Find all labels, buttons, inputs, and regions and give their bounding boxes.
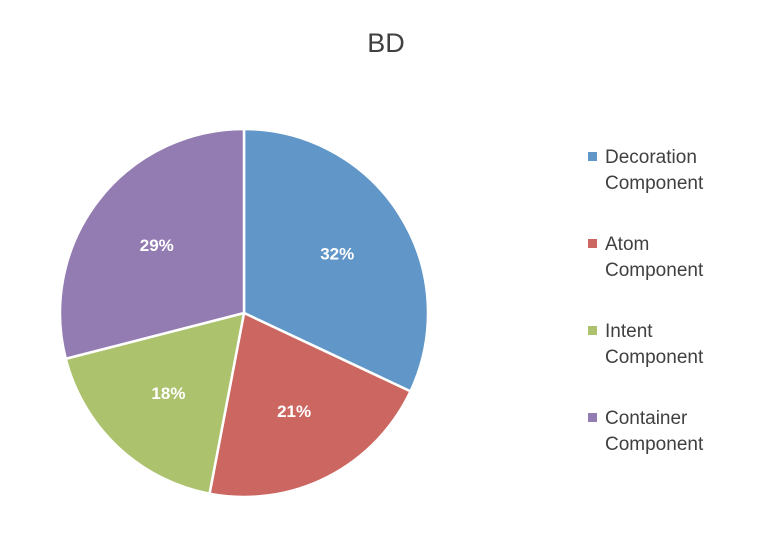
legend-label-decoration-component: Decoration Component (605, 145, 765, 197)
legend-label-atom-component: Atom Component (605, 232, 765, 284)
pie-slice-container-component (58, 127, 246, 361)
data-label-decoration-component: 32% (320, 244, 354, 263)
chart-legend: Decoration Component Atom Component Inte… (588, 145, 768, 493)
chart-title: BD (367, 28, 405, 58)
legend-label-line1: Container (605, 408, 688, 429)
data-label-intent-component: 18% (151, 384, 185, 403)
legend-label-line1: Atom (605, 234, 650, 255)
legend-swatch-intent-component (588, 326, 597, 335)
legend-label-intent-component: Intent Component (605, 319, 765, 371)
legend-label-line1: Decoration (605, 147, 697, 168)
legend-label-line2: Component (605, 173, 704, 194)
legend-swatch-atom-component (588, 239, 597, 248)
legend-label-line2: Component (605, 260, 704, 281)
legend-label-line1: Intent (605, 321, 653, 342)
legend-swatch-decoration-component (588, 152, 597, 161)
pie-slice-intent-component (64, 311, 246, 495)
legend-label-line2: Component (605, 347, 704, 368)
legend-item-decoration-component: Decoration Component (588, 145, 768, 232)
data-label-container-component: 29% (140, 236, 174, 255)
legend-item-intent-component: Intent Component (588, 319, 768, 406)
legend-item-container-component: Container Component (588, 406, 768, 493)
legend-label-container-component: Container Component (605, 406, 765, 458)
data-label-atom-component: 21% (277, 402, 311, 421)
legend-swatch-container-component (588, 413, 597, 422)
pie-slice-atom-component (208, 311, 412, 499)
legend-label-line2: Component (605, 434, 704, 455)
pie-slice-decoration-component (242, 127, 430, 393)
legend-item-atom-component: Atom Component (588, 232, 768, 319)
